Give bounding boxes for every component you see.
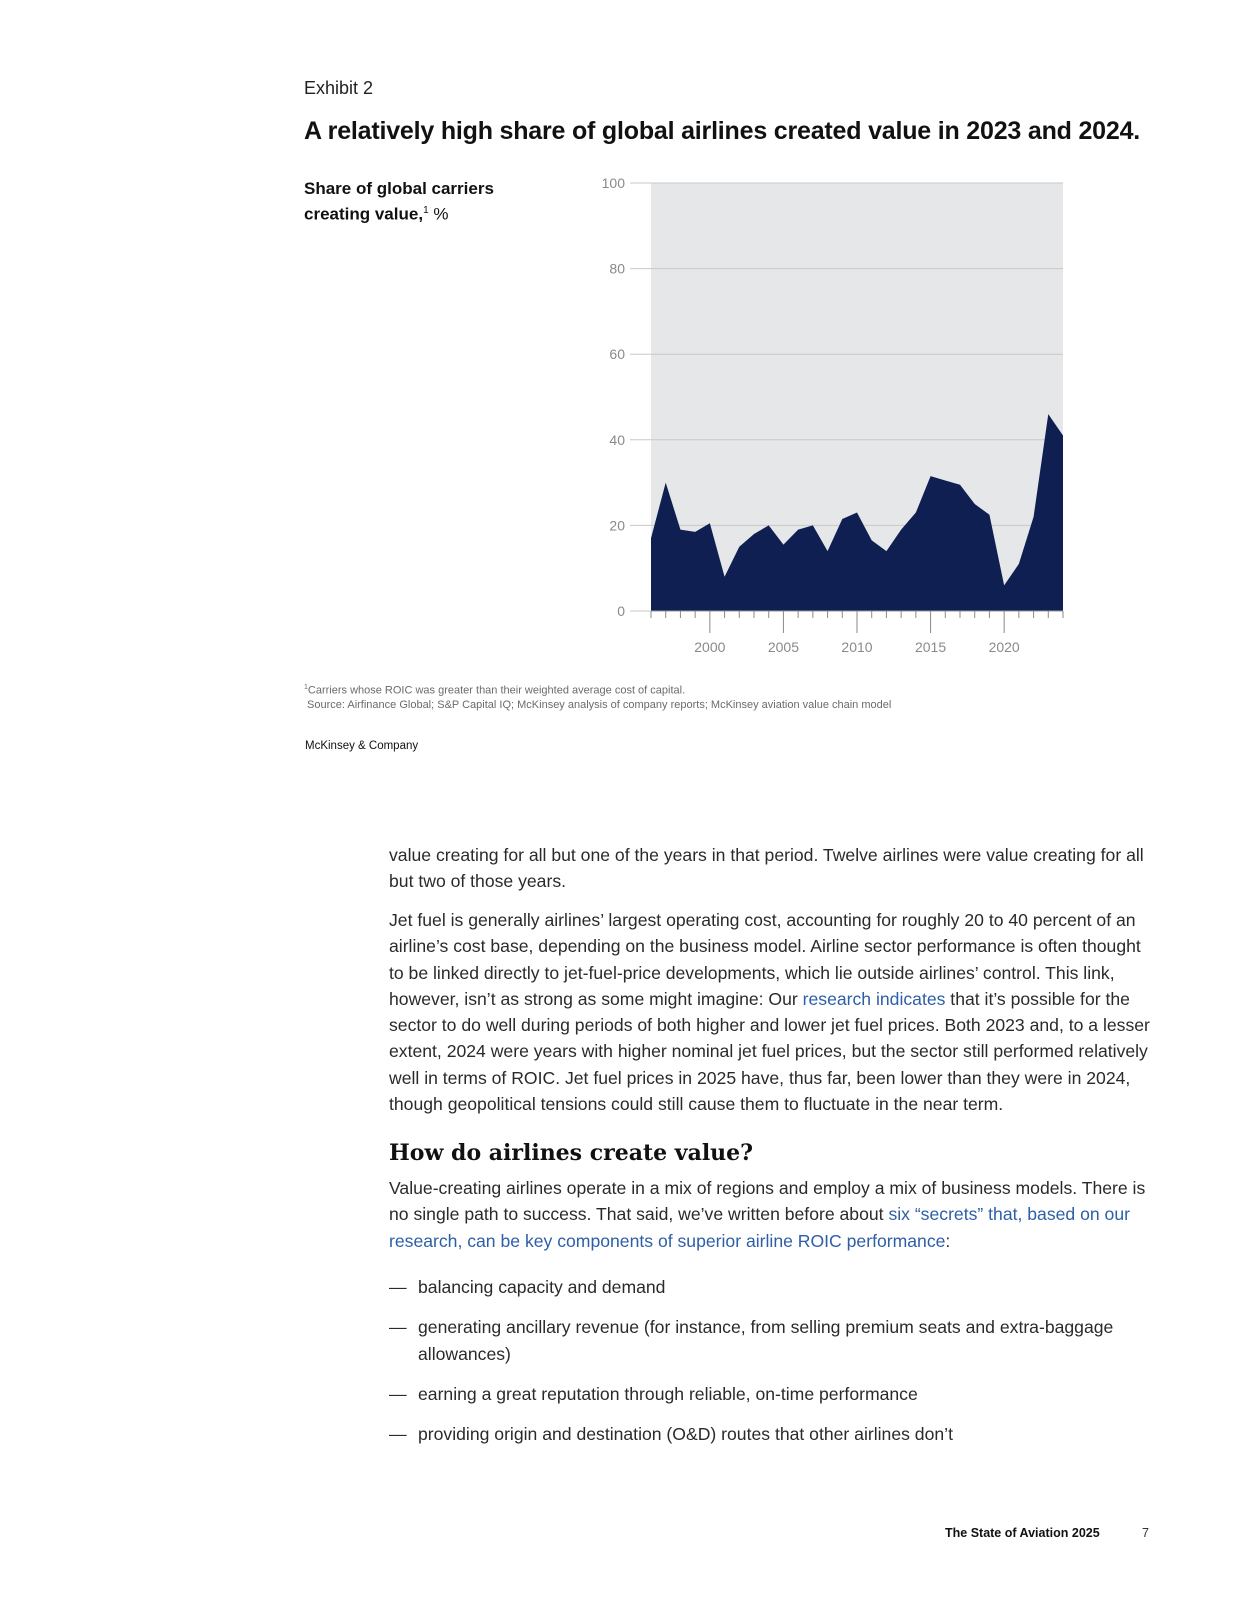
body-paragraph-3: Value-creating airlines operate in a mix…: [389, 1175, 1155, 1254]
chart-notes: 1Carriers whose ROIC was greater than th…: [304, 681, 891, 712]
bullet-list: — balancing capacity and demand — generati…: [389, 1274, 1155, 1461]
dash-marker: —: [389, 1383, 407, 1404]
area-chart: 0 20 40 60 80 100 2000 2005 2010 2015 2020: [602, 175, 1064, 655]
research-indicates-link[interactable]: research indicates: [802, 988, 946, 1009]
y-axis-title-text: Share of global carriers creating value,: [304, 179, 494, 224]
y-tick-label: 20: [609, 517, 625, 533]
publication-name: The State of Aviation 2025: [945, 1526, 1100, 1540]
p3-text-b: :: [945, 1230, 951, 1251]
brand-name: McKinsey & Company: [305, 740, 419, 752]
dash-marker: —: [389, 1317, 407, 1338]
list-item: — generating ancillary revenue (for insta…: [389, 1314, 1155, 1367]
list-item-text: providing origin and destination (O&D) r…: [418, 1424, 953, 1445]
six-secrets-link[interactable]: six “secrets” that, based on our researc…: [389, 1204, 1130, 1251]
y-axis-footnote-mark: 1: [423, 205, 429, 216]
footnote-text: Carriers whose ROIC was greater than the…: [307, 684, 686, 697]
p3-text-a: Value-creating airlines operate in a mix…: [389, 1178, 1146, 1225]
y-tick-label: 60: [609, 346, 625, 362]
chart-y-axis-title: Share of global carriers creating value,…: [304, 178, 544, 226]
y-tick-label: 40: [609, 432, 625, 448]
list-item-text: generating ancillary revenue (for instan…: [418, 1317, 1114, 1364]
dash-marker: —: [389, 1277, 407, 1297]
x-tick-label: 2015: [915, 639, 946, 655]
y-axis-unit: %: [433, 204, 449, 224]
x-tick-label: 2010: [841, 639, 872, 655]
source-note: Source: Airfinance Global; S&P Capital I…: [307, 698, 892, 711]
y-tick-label: 100: [602, 175, 626, 191]
footnote-mark: 1: [304, 684, 308, 691]
x-tick-label: 2005: [768, 639, 799, 655]
y-tick-label: 0: [617, 603, 625, 619]
y-tick-label: 80: [609, 261, 625, 277]
dash-marker: —: [389, 1424, 407, 1445]
list-item-text: balancing capacity and demand: [418, 1277, 666, 1297]
exhibit-title: A relatively high share of global airlin…: [304, 117, 1141, 145]
page-number: 7: [1142, 1526, 1149, 1540]
x-tick-label: 2000: [694, 639, 725, 655]
list-item: — providing origin and destination (O&D) …: [389, 1421, 1155, 1447]
area-series: [651, 414, 1063, 611]
x-tick-label: 2020: [989, 639, 1020, 655]
p2-text-a: Jet fuel is generally airlines’ largest …: [389, 910, 1141, 1009]
footnote: 1Carriers whose ROIC was greater than th…: [304, 681, 891, 698]
body-paragraph-2: Jet fuel is generally airlines’ largest …: [389, 907, 1155, 1117]
list-item: — earning a great reputation through reli…: [389, 1381, 1155, 1407]
list-item: — balancing capacity and demand: [389, 1274, 1155, 1300]
list-item-text: earning a great reputation through relia…: [418, 1383, 918, 1404]
section-heading: How do airlines create value?: [389, 1140, 754, 1166]
p2-text-b: that it’s possible for the sector to do …: [389, 988, 1150, 1115]
exhibit-label: Exhibit 2: [304, 78, 374, 98]
body-paragraph-1: value creating for all but one of the ye…: [389, 845, 1144, 892]
